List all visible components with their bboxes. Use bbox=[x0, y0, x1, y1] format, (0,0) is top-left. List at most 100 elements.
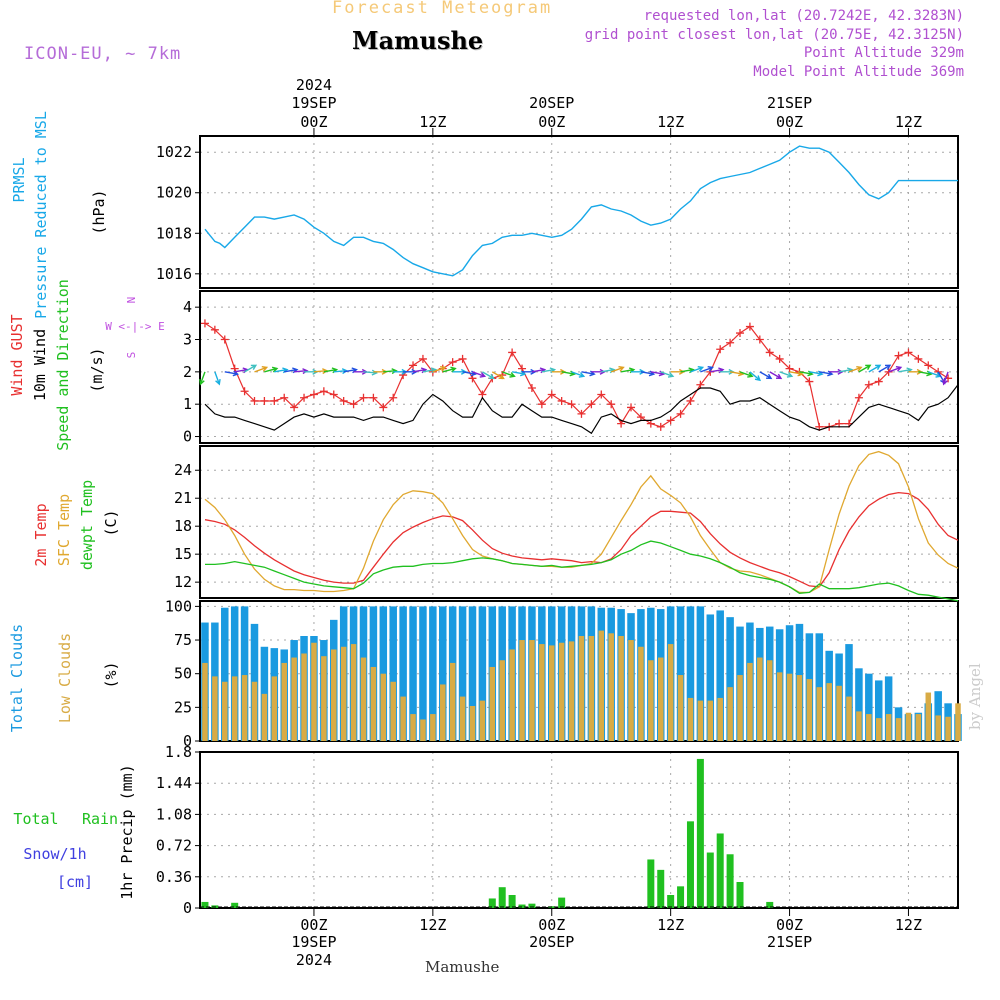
cloud-bar bbox=[806, 679, 813, 741]
cloud-bar bbox=[707, 700, 714, 741]
gust-marker bbox=[409, 361, 418, 370]
cloud-bar bbox=[429, 606, 437, 741]
precip-bar bbox=[528, 903, 536, 908]
point-altitude: Point Altitude 329m bbox=[803, 45, 964, 61]
precip-bar bbox=[667, 895, 675, 908]
cloud-bar bbox=[648, 660, 654, 741]
gust-marker bbox=[924, 361, 933, 370]
cloud-bar bbox=[716, 610, 724, 741]
low-clouds-label: Low Clouds bbox=[56, 633, 74, 723]
cloud-bar bbox=[489, 666, 496, 741]
cloud-bar bbox=[549, 645, 555, 741]
precip-ytick-label: 0.72 bbox=[156, 837, 192, 855]
top-time-label: 12Z bbox=[895, 113, 922, 131]
cloud-bar bbox=[459, 696, 466, 741]
bottom-time-label: 12Z bbox=[419, 916, 446, 934]
wind-direction-arrow bbox=[214, 371, 221, 386]
cloud-bar bbox=[231, 676, 238, 741]
gust-marker bbox=[607, 400, 616, 409]
wind-direction-arrow bbox=[660, 371, 675, 378]
cloud-bar bbox=[389, 606, 397, 741]
cloud-bar bbox=[727, 687, 733, 741]
wind-direction-arrow bbox=[472, 371, 487, 378]
gust-line bbox=[204, 322, 949, 428]
wind-direction-arrow bbox=[942, 371, 949, 386]
cloud-bar bbox=[885, 714, 892, 741]
cloud-bar bbox=[261, 693, 268, 741]
gust-marker bbox=[369, 393, 378, 402]
cloud-bar bbox=[469, 706, 476, 741]
wind-direction-arrow bbox=[244, 364, 258, 373]
precip-ytick-label: 1.08 bbox=[156, 805, 192, 823]
precip-bar bbox=[726, 854, 734, 908]
temperature-ytick-label: 12 bbox=[174, 573, 192, 591]
gust-marker bbox=[726, 338, 735, 347]
wind-direction-arrow bbox=[501, 371, 516, 378]
cloud-bar bbox=[706, 614, 715, 741]
precip-rain-label: Rain bbox=[82, 810, 118, 828]
sfc-temp-label: SFC Temp bbox=[55, 494, 73, 566]
wind-direction-arrow bbox=[432, 365, 447, 373]
bottom-time-label: 12Z bbox=[657, 916, 684, 934]
cloud-bar bbox=[271, 676, 278, 741]
cloud-bar bbox=[855, 668, 863, 741]
precip-bar bbox=[706, 852, 714, 908]
gust-marker bbox=[636, 413, 645, 422]
cloud-bar bbox=[478, 606, 487, 741]
cloud-bar bbox=[410, 714, 416, 741]
cloud-bar bbox=[686, 606, 695, 741]
temperature-ytick-label: 24 bbox=[174, 461, 192, 479]
model-label: ICON-EU, ~ 7km bbox=[24, 44, 182, 64]
temperature-line bbox=[204, 491, 959, 588]
wind-direction-arrow bbox=[739, 371, 754, 378]
pressure-line bbox=[204, 145, 958, 277]
cloud-bar bbox=[539, 644, 545, 741]
wind-direction-arrow bbox=[482, 371, 495, 380]
cloud-bar bbox=[697, 700, 704, 741]
cloud-bar bbox=[221, 607, 229, 741]
pressure-long-label: Pressure Reduced to MSL bbox=[32, 111, 50, 319]
wind-direction-arrow bbox=[888, 365, 903, 373]
temperature-line bbox=[205, 540, 959, 602]
bottom-location: Mamushe bbox=[425, 958, 500, 976]
clouds-ytick-label: 50 bbox=[174, 665, 192, 683]
snow-label: Snow/1h bbox=[23, 845, 86, 863]
direction-label: Speed and Direction bbox=[54, 279, 72, 451]
gust-marker bbox=[874, 377, 883, 386]
clouds-ytick-label: 25 bbox=[174, 698, 192, 716]
compass-label: W <-|-> E bbox=[105, 320, 165, 333]
gust-marker bbox=[260, 396, 269, 405]
wind-ytick-label: 2 bbox=[183, 363, 192, 381]
forecast-label: Forecast Meteogram bbox=[332, 0, 553, 18]
cloud-bar bbox=[340, 646, 347, 741]
cloud-bar bbox=[676, 606, 685, 741]
gust-marker bbox=[557, 396, 566, 405]
cloud-bar bbox=[212, 676, 218, 741]
pressure-ytick-label: 1016 bbox=[156, 265, 192, 283]
cloud-bar bbox=[696, 606, 705, 741]
cloud-bar bbox=[499, 660, 505, 741]
cloud-bar bbox=[578, 636, 585, 741]
compass-north: N bbox=[125, 297, 138, 304]
precip-bar bbox=[736, 882, 744, 908]
pressure-unit: (hPa) bbox=[90, 189, 108, 234]
cloud-bar bbox=[737, 675, 743, 741]
cloud-bar bbox=[468, 606, 477, 741]
gust-marker bbox=[587, 400, 596, 409]
gust-marker bbox=[567, 400, 576, 409]
model-altitude: Model Point Altitude 369m bbox=[753, 64, 964, 80]
cloud-bar bbox=[935, 715, 941, 741]
wind-ytick-label: 3 bbox=[183, 331, 192, 349]
wind-ytick-label: 0 bbox=[183, 428, 192, 446]
top-date-label: 20SEP bbox=[529, 94, 574, 112]
gust-marker bbox=[448, 358, 457, 367]
cloud-bar bbox=[202, 662, 208, 741]
top-time-label: 00Z bbox=[776, 113, 803, 131]
cloud-bar bbox=[529, 640, 535, 741]
gust-marker bbox=[359, 393, 368, 402]
cloud-bar bbox=[331, 649, 337, 741]
gust-marker bbox=[716, 345, 725, 354]
cloud-bar bbox=[230, 606, 239, 741]
cloud-bar bbox=[866, 714, 872, 741]
wind-direction-arrow bbox=[264, 366, 279, 373]
